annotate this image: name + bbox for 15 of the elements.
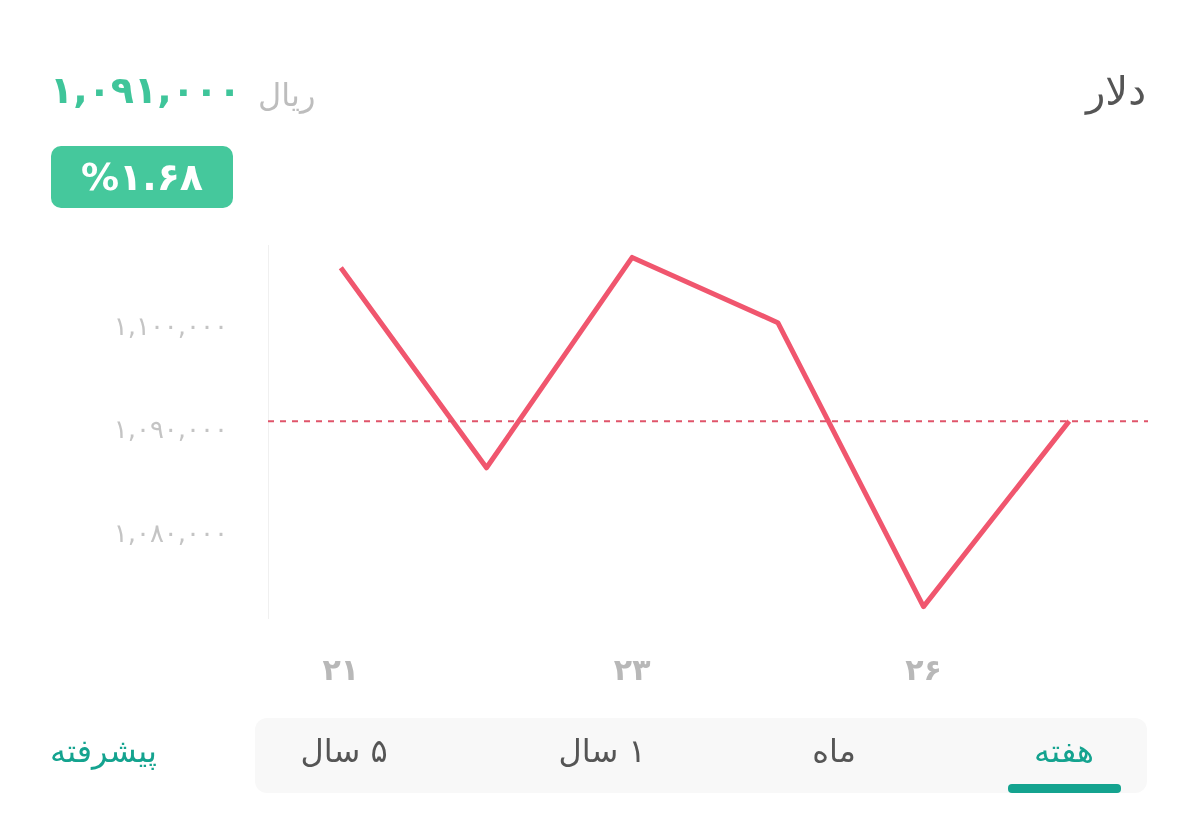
x-tick-label: ۲۳ xyxy=(613,651,651,687)
text: ۱,۰۹۱,۰۰۰ xyxy=(50,68,242,112)
text: ۱ سال xyxy=(557,732,647,770)
x-tick-label: ۲۱ xyxy=(322,651,360,687)
chart-title: دلار xyxy=(1086,68,1146,114)
y-tick-label: ۱,۱۰۰,۰۰۰ xyxy=(113,310,228,341)
y-tick-label: ۱,۰۸۰,۰۰۰ xyxy=(113,517,228,548)
text: ۵ سال xyxy=(299,732,389,770)
text: هفته xyxy=(1033,732,1095,770)
text: %۱.۶۸ xyxy=(51,146,233,208)
text: ریال xyxy=(258,76,316,114)
y-tick-label: ۱,۰۹۰,۰۰۰ xyxy=(113,414,228,445)
text: پیشرفته xyxy=(50,732,157,770)
text: ماه xyxy=(811,732,857,770)
x-tick-label: ۲۶ xyxy=(905,651,942,687)
